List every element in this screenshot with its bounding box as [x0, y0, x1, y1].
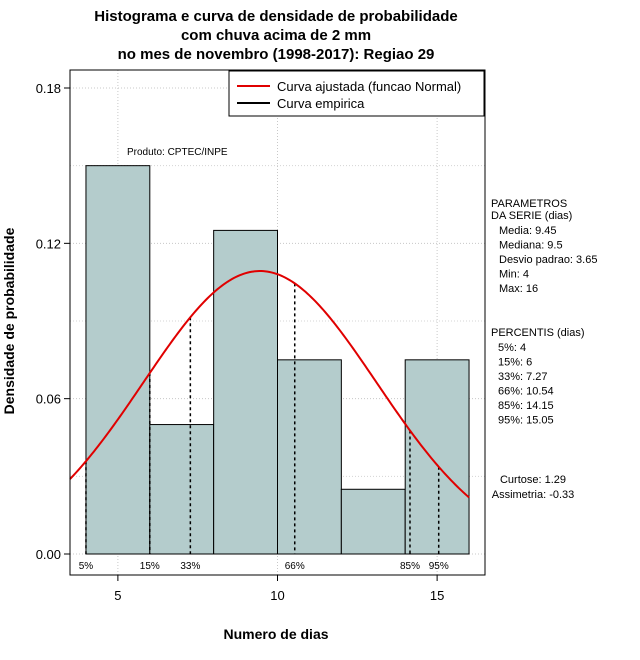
percentile-label-85: 85% — [400, 561, 420, 572]
y-tick-label-3: 0.18 — [36, 81, 61, 96]
percentile-label-15: 15% — [140, 561, 160, 572]
x-tick-label-2: 15 — [430, 588, 444, 603]
title-line-3: no mes de novembro (1998-2017): Regiao 2… — [118, 46, 435, 63]
parametros-line-2: Mediana: 9.5 — [499, 240, 563, 252]
percentile-lines: 5% 15% 33% 66% 85% 95% — [79, 283, 449, 572]
percentis-line-2: 15%: 6 — [498, 357, 532, 369]
product-annotation: Produto: CPTEC/INPE — [127, 147, 228, 158]
assimetria-value: Assimetria: -0.33 — [492, 489, 575, 501]
percentis-line-5: 85%: 14.15 — [498, 400, 554, 412]
parametros-header-2: DA SERIE (dias) — [491, 210, 572, 222]
percentis-line-1: 5%: 4 — [498, 342, 526, 354]
histogram-bar-2 — [149, 424, 215, 555]
parametros-line-5: Max: 16 — [499, 283, 538, 295]
percentis-header: PERCENTIS (dias) — [491, 327, 585, 339]
y-axis-label: Densidade de probabilidade — [1, 227, 17, 414]
parametros-line-4: Min: 4 — [499, 269, 529, 281]
x-tick-label-1: 10 — [270, 588, 284, 603]
x-tick-label-0: 5 — [114, 588, 121, 603]
y-tick-label-2: 0.12 — [36, 236, 61, 251]
histogram-bar-4 — [277, 359, 342, 555]
histogram-bar-1 — [85, 165, 151, 555]
parametros-line-1: Media: 9.45 — [499, 225, 556, 237]
legend-box — [228, 70, 485, 117]
normal-curve — [69, 270, 470, 499]
parametros-header-1: PARAMETROS — [491, 198, 567, 210]
chart-title: Histograma e curva de densidade de proba… — [94, 8, 457, 63]
percentile-label-95: 95% — [429, 561, 449, 572]
percentis-line-3: 33%: 7.27 — [498, 371, 548, 383]
x-axis-label: Numero de dias — [223, 626, 328, 642]
parametros-line-3: Desvio padrao: 3.65 — [499, 254, 597, 266]
title-line-2: com chuva acima de 2 mm — [181, 27, 371, 44]
histogram-bar-3 — [213, 229, 278, 555]
axes: 5 10 15 0.00 0.06 0.12 0.18 — [36, 81, 445, 603]
histogram-bar-5 — [340, 488, 406, 555]
curtose-value: Curtose: 1.29 — [500, 474, 566, 486]
y-tick-label-0: 0.00 — [36, 547, 61, 562]
title-line-1: Histograma e curva de densidade de proba… — [94, 8, 457, 25]
percentis-line-4: 66%: 10.54 — [498, 386, 554, 398]
legend-label-1: Curva ajustada (funcao Normal) — [277, 79, 461, 94]
normal-curve-group — [69, 270, 470, 499]
percentis-line-6: 95%: 15.05 — [498, 415, 554, 427]
y-tick-label-1: 0.06 — [36, 392, 61, 407]
percentile-label-66: 66% — [285, 561, 305, 572]
legend-label-2: Curva empirica — [277, 96, 365, 111]
percentile-label-5: 5% — [79, 561, 94, 572]
histogram-bars — [85, 165, 470, 555]
legend: Curva ajustada (funcao Normal) Curva empi… — [228, 70, 485, 117]
percentile-label-33: 33% — [180, 561, 200, 572]
histogram-bar-6 — [404, 359, 470, 555]
